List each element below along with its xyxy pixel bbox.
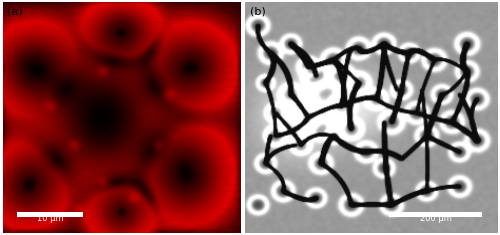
- Text: 200 μm: 200 μm: [420, 215, 452, 223]
- Text: (a): (a): [7, 7, 23, 17]
- Bar: [17, 212, 83, 216]
- Text: 10 μm: 10 μm: [36, 215, 64, 223]
- Text: (b): (b): [250, 7, 266, 17]
- Bar: [389, 212, 482, 216]
